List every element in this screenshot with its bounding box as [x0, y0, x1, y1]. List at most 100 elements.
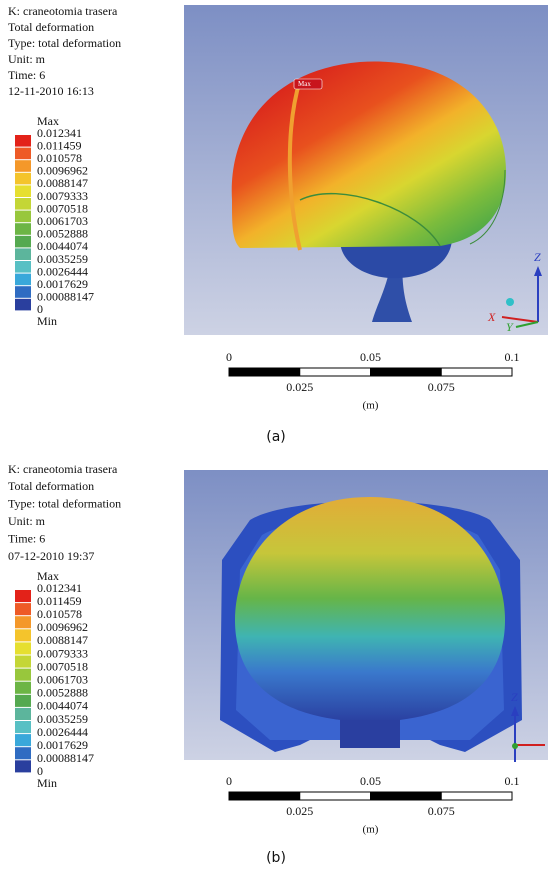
legend-label: 0 [37, 302, 43, 316]
legend-swatch [15, 261, 31, 273]
legend-swatch [15, 235, 31, 248]
legend-label: 0.011459 [37, 138, 82, 152]
scale-segment [440, 367, 513, 377]
legend-max: Max [37, 114, 59, 128]
legend-label: 0.0096962 [37, 164, 88, 178]
info-line: K: craneotomia trasera [8, 4, 118, 18]
scale-segment [299, 791, 371, 801]
y-label: Y [506, 320, 514, 334]
max-marker-label: Max [298, 80, 311, 88]
scale-label: 0.025 [286, 804, 313, 818]
max-marker [293, 78, 323, 90]
x-axis [501, 316, 539, 323]
scale-segment [228, 367, 301, 377]
info-line: K: craneotomia trasera [8, 462, 118, 476]
scale-label: 0.025 [286, 380, 313, 394]
info-line: Total deformation [8, 20, 94, 34]
legend-label: 0.0026444 [37, 264, 88, 278]
legend-label: 0.0061703 [37, 672, 88, 686]
info-line: 12-11-2010 16:13 [8, 84, 94, 98]
z-arrow [511, 706, 519, 716]
legend-label: 0.0096962 [37, 620, 88, 634]
scale-label: 0.1 [505, 774, 520, 788]
legend-swatch [15, 629, 31, 642]
legend-label: 0.0070518 [37, 201, 88, 215]
z-arrow [534, 266, 542, 276]
image-a [184, 5, 548, 335]
z-label: Z [534, 250, 541, 264]
legend-swatch [15, 707, 31, 720]
legend-swatch [15, 642, 31, 655]
legend-swatch [15, 694, 31, 707]
info-line: Type: total deformation [8, 36, 121, 50]
scale-label: 0.075 [428, 804, 455, 818]
x-label: X [487, 310, 496, 324]
info-line: Unit: m [8, 52, 46, 66]
legend-swatch [15, 681, 31, 694]
legend-swatch [15, 590, 31, 603]
legend-label: 0.0079333 [37, 646, 88, 660]
legend-label: 0.010578 [37, 151, 82, 165]
info-line: Time: 6 [8, 531, 45, 545]
legend-label: 0.0026444 [37, 725, 88, 739]
legend-label: 0.0088147 [37, 633, 88, 647]
info-line: Type: total deformation [8, 497, 121, 511]
scale-unit: (m) [363, 824, 379, 836]
legend-label: 0.0035259 [37, 712, 88, 726]
legend-swatch [15, 721, 31, 734]
legend-label: 0.012341 [37, 126, 82, 140]
info-line: Total deformation [8, 479, 94, 493]
legend-label: 0.0017629 [37, 277, 88, 291]
scale-label: 0.075 [428, 380, 455, 394]
legend-label: 0.0044074 [37, 239, 88, 253]
legend-swatch [15, 298, 31, 311]
legend-swatch [15, 223, 31, 235]
legend-swatch [15, 135, 31, 147]
legend-swatch [15, 747, 31, 760]
caption: (b) [266, 850, 286, 866]
scale-segment [370, 367, 442, 377]
legend-label: 0.0061703 [37, 214, 88, 228]
legend-min: Min [37, 314, 57, 328]
scale-segment [440, 791, 513, 801]
legend-label: 0.0035259 [37, 252, 88, 266]
scale-unit: (m) [363, 400, 379, 412]
scale-label: 0 [226, 350, 232, 364]
triad-ball [512, 743, 518, 749]
legend-label: 0.0079333 [37, 189, 88, 203]
scale-segment [228, 791, 301, 801]
info-line: Unit: m [8, 514, 46, 528]
legend-swatch [15, 603, 31, 616]
info-line: 07-12-2010 19:37 [8, 549, 94, 563]
y-axis [515, 321, 539, 328]
legend-label: 0.011459 [37, 594, 82, 608]
scale-segment [370, 791, 442, 801]
legend-label: 0.0044074 [37, 699, 88, 713]
legend-swatch [15, 248, 31, 260]
legend-swatch [15, 210, 31, 223]
legend-min: Min [37, 776, 57, 790]
legend-swatch [15, 172, 31, 185]
legend-swatch [15, 655, 31, 668]
legend-label: 0.010578 [37, 607, 82, 621]
z-label: Z [511, 690, 518, 704]
legend-label: 0.00088147 [37, 290, 94, 304]
legend-label: 0.0017629 [37, 738, 88, 752]
legend-label: 0.0070518 [37, 659, 88, 673]
scale-label: 0.05 [360, 774, 381, 788]
legend-swatch [15, 668, 31, 681]
scale-label: 0.05 [360, 350, 381, 364]
legend-max: Max [37, 569, 59, 583]
info-line: Time: 6 [8, 68, 45, 82]
caption: (a) [266, 429, 286, 445]
legend-label: 0.0052888 [37, 686, 88, 700]
image-b [184, 470, 548, 760]
legend-label: 0.00088147 [37, 751, 94, 765]
legend-swatch [15, 160, 31, 172]
legend-label: 0.0052888 [37, 227, 88, 241]
legend-label: 0.012341 [37, 581, 82, 595]
triad-ball [506, 298, 514, 306]
legend-swatch [15, 734, 31, 747]
legend-swatch [15, 273, 31, 286]
